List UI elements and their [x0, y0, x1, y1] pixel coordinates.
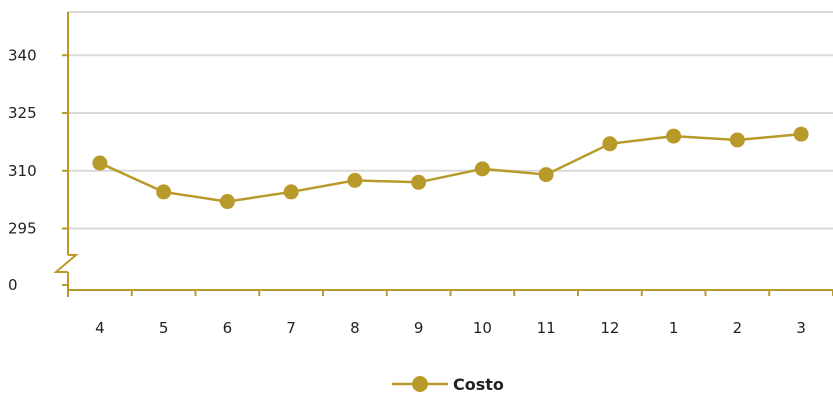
legend-label-costo: Costo	[453, 375, 504, 394]
axes	[53, 12, 833, 297]
x-tick-label-8: 8	[350, 319, 360, 337]
x-tick-label-1: 1	[669, 319, 679, 337]
data-point-7	[283, 184, 299, 200]
data-point-3	[793, 126, 809, 142]
legend-marker-icon	[412, 376, 428, 392]
data-point-9	[411, 174, 427, 190]
data-point-11	[538, 167, 554, 183]
y-tick-label-325: 325	[8, 104, 37, 122]
x-tick-label-11: 11	[537, 319, 556, 337]
x-tick-label-4: 4	[95, 319, 105, 337]
x-tick-label-6: 6	[223, 319, 233, 337]
series-costo	[92, 126, 809, 210]
data-point-6	[219, 194, 235, 210]
y-axis-tick-labels: 0 295 310 325 340	[8, 46, 37, 294]
x-tick-label-2: 2	[733, 319, 743, 337]
x-tick-label-5: 5	[159, 319, 169, 337]
x-axis-tick-labels: 4 5 6 7 8 9 10 11 12 1 2 3	[95, 319, 806, 337]
data-point-12	[602, 136, 618, 152]
x-tick-label-12: 12	[600, 319, 619, 337]
gridlines	[68, 11, 833, 230]
axis-break-icon	[53, 254, 79, 273]
x-tick-label-3: 3	[796, 319, 806, 337]
y-tick-label-0: 0	[8, 276, 18, 294]
data-point-5	[156, 184, 172, 200]
data-point-8	[347, 172, 363, 188]
y-tick-label-310: 310	[8, 162, 37, 180]
legend: Costo	[392, 375, 504, 394]
y-tick-label-340: 340	[8, 46, 37, 64]
x-tick-label-10: 10	[473, 319, 492, 337]
y-tick-label-295: 295	[8, 220, 37, 238]
series-line-costo	[99, 132, 802, 203]
x-tick-label-7: 7	[286, 319, 296, 337]
data-point-10	[474, 161, 490, 177]
data-point-2	[729, 132, 745, 148]
data-point-4	[92, 155, 108, 171]
x-tick-label-9: 9	[414, 319, 424, 337]
data-point-1	[666, 128, 682, 144]
